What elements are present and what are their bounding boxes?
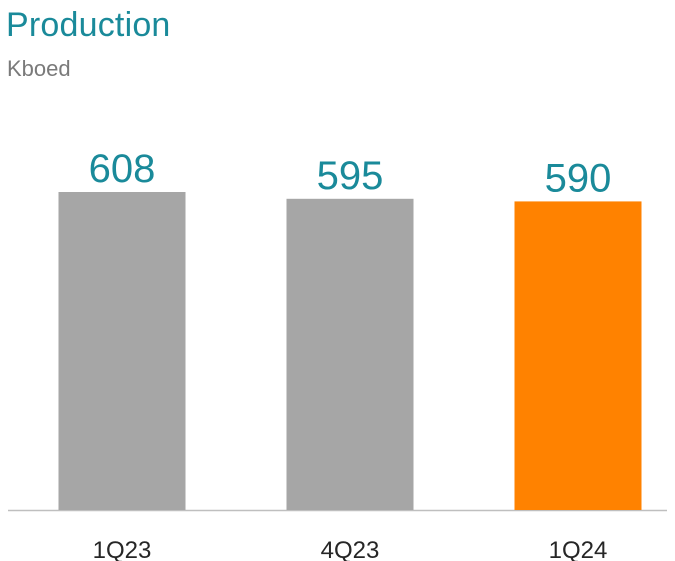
x-tick-label-1Q24: 1Q24 <box>549 537 608 561</box>
chart-title: Production <box>6 6 171 44</box>
chart-subtitle: Kboed <box>7 56 71 81</box>
data-label-1Q23: 608 <box>89 147 156 191</box>
bar-1Q24 <box>514 201 642 510</box>
data-label-4Q23: 595 <box>317 154 384 198</box>
bar-4Q23 <box>286 198 414 510</box>
x-tick-label-1Q23: 1Q23 <box>93 537 152 561</box>
x-tick-label-4Q23: 4Q23 <box>321 537 380 561</box>
data-label-1Q24: 590 <box>545 156 612 200</box>
bar-1Q23 <box>58 192 186 510</box>
